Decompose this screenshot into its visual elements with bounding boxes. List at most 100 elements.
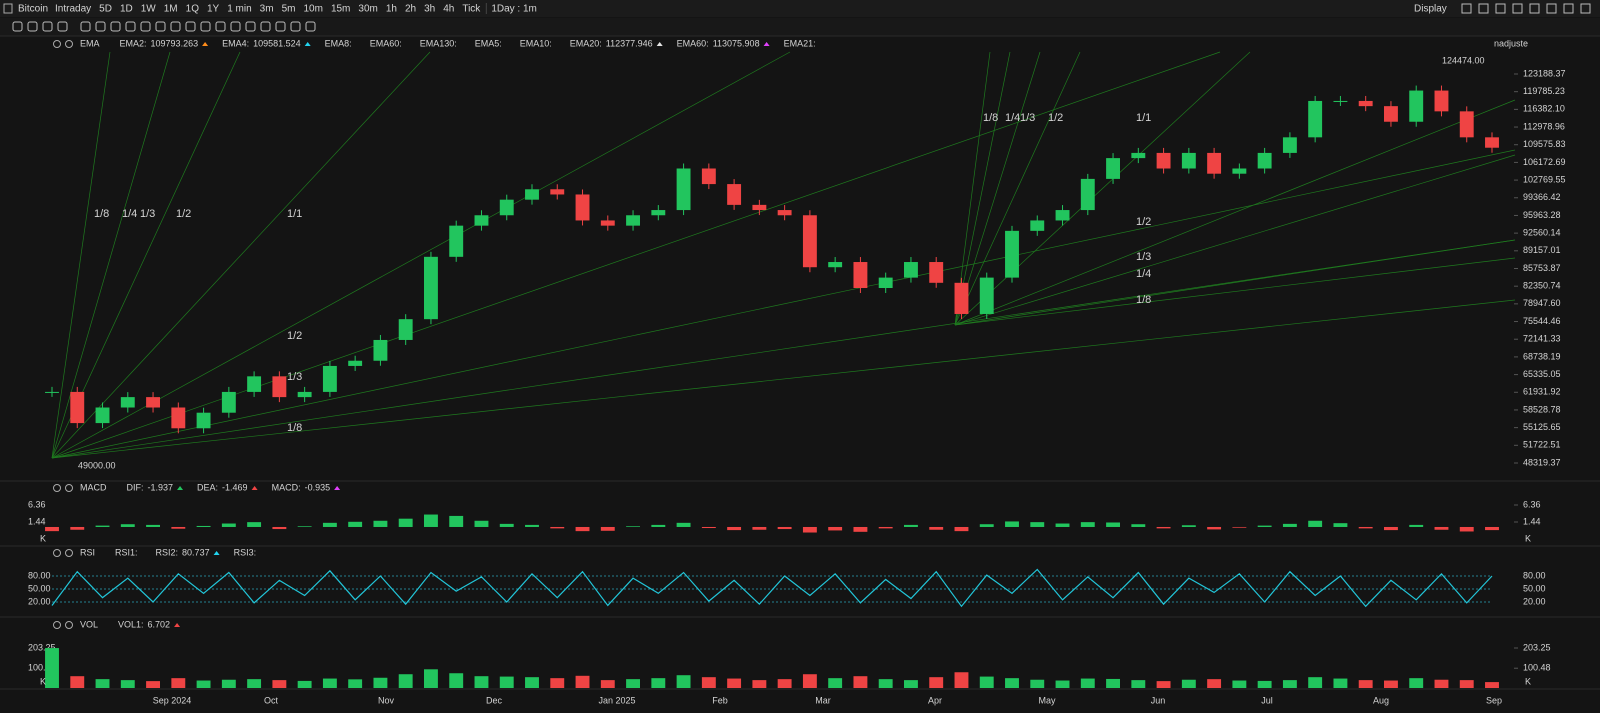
legend-value: 6.702 (148, 619, 171, 629)
period-button[interactable]: 1M (164, 4, 178, 15)
close-icon[interactable] (65, 484, 73, 492)
bar (373, 520, 388, 527)
period-button[interactable]: 4h (443, 4, 454, 15)
legend-arrow (334, 486, 341, 490)
tool-icon[interactable] (1529, 3, 1540, 14)
draw-tool-icon[interactable] (260, 21, 271, 32)
candle (424, 256, 438, 320)
period-button[interactable]: 1D (120, 4, 133, 15)
legend-value: -1.937 (148, 482, 174, 492)
draw-tool-icon[interactable] (185, 21, 196, 32)
draw-tool-icon[interactable] (110, 21, 121, 32)
settings-icon[interactable] (53, 549, 61, 557)
settings-icon[interactable] (53, 40, 61, 48)
tool-icon[interactable] (1580, 3, 1591, 14)
bar (727, 678, 742, 688)
bar (1434, 679, 1449, 688)
bar (626, 679, 640, 688)
close-icon[interactable] (65, 40, 73, 48)
period-button[interactable]: 2h (405, 4, 416, 15)
draw-tool-icon[interactable] (245, 21, 256, 32)
period-button[interactable]: Intraday (55, 4, 91, 15)
bar (600, 680, 615, 688)
period-button[interactable]: 10m (303, 4, 322, 15)
settings-icon[interactable] (53, 621, 61, 629)
period-button[interactable]: 1W (141, 4, 157, 15)
period-button[interactable]: 3m (260, 4, 274, 15)
period-button[interactable]: 1Y (207, 4, 220, 15)
draw-tool-icon[interactable] (125, 21, 136, 32)
draw-tool-icon[interactable] (95, 21, 106, 32)
period-button[interactable]: 1Q (186, 4, 200, 15)
period-button[interactable]: 15m (331, 4, 350, 15)
bar (802, 526, 817, 533)
legend-value: 109581.524 (253, 38, 301, 48)
period-button[interactable]: Tick (462, 4, 481, 15)
bar (45, 526, 59, 532)
y-tick-label-left: 6.36 (28, 499, 46, 509)
candle (1459, 111, 1474, 138)
fan-label: 1/4 (1136, 268, 1151, 280)
tool-icon[interactable] (1546, 3, 1557, 14)
candle (701, 168, 716, 185)
period-button[interactable]: 1h (386, 4, 397, 15)
tool-icon[interactable] (1461, 3, 1472, 14)
draw-tool-icon[interactable] (80, 21, 91, 32)
legend-value: -1.469 (222, 482, 248, 492)
draw-tool-icon[interactable] (140, 21, 151, 32)
candle (1106, 158, 1120, 179)
draw-tool-icon[interactable] (27, 21, 38, 32)
draw-tool-icon[interactable] (230, 21, 241, 32)
draw-tool-icon[interactable] (200, 21, 211, 32)
draw-tool-icon[interactable] (155, 21, 166, 32)
adjust-label[interactable]: nadjuste (1494, 38, 1528, 48)
period-button[interactable]: 3h (424, 4, 435, 15)
draw-tool-icon[interactable] (57, 21, 68, 32)
bar (802, 674, 817, 688)
bar (1232, 526, 1247, 528)
bar (752, 680, 767, 688)
candle (221, 391, 236, 413)
candle (499, 199, 514, 216)
symbol[interactable]: Bitcoin (18, 4, 48, 15)
draw-tool-icon[interactable] (215, 21, 226, 32)
draw-tool-icon[interactable] (290, 21, 301, 32)
draw-tool-icon[interactable] (12, 21, 23, 32)
bar (1106, 678, 1120, 688)
close-icon[interactable] (65, 549, 73, 557)
y-tick-label-left: 80.00 (28, 570, 51, 580)
draw-tool-icon[interactable] (170, 21, 181, 32)
candle (626, 215, 640, 226)
draw-tool-icon[interactable] (275, 21, 286, 32)
legend-name: EMA2: (120, 38, 147, 48)
legend-name: EMA60: (370, 38, 402, 48)
period-button[interactable]: 30m (358, 4, 377, 15)
tool-icon[interactable] (1512, 3, 1523, 14)
fan-line (51, 149, 1516, 459)
draw-tool-icon[interactable] (42, 21, 53, 32)
bar (1055, 680, 1070, 688)
bar (727, 526, 742, 531)
tool-icon[interactable] (1495, 3, 1506, 14)
settings-icon[interactable] (53, 484, 61, 492)
tool-icon[interactable] (1478, 3, 1489, 14)
display-button[interactable]: Display (1414, 4, 1447, 15)
fan-label: 1/3 (1020, 112, 1035, 124)
bar (878, 526, 893, 529)
tool-icon[interactable] (1563, 3, 1574, 14)
period-button[interactable]: 5m (282, 4, 296, 15)
bar (929, 526, 944, 530)
candle (146, 397, 160, 408)
close-icon[interactable] (65, 621, 73, 629)
candle (1005, 230, 1019, 278)
period-button[interactable]: 1 min (227, 4, 251, 15)
bar (525, 677, 539, 688)
period-button[interactable]: 5D (99, 4, 112, 15)
bar (979, 524, 994, 527)
y-tick-label: 116382.10 (1523, 104, 1565, 114)
y-tick-label: 99366.42 (1523, 192, 1561, 202)
interval-select[interactable]: 1Day : 1m (491, 4, 537, 15)
bar (474, 520, 489, 527)
draw-tool-icon[interactable] (305, 21, 316, 32)
